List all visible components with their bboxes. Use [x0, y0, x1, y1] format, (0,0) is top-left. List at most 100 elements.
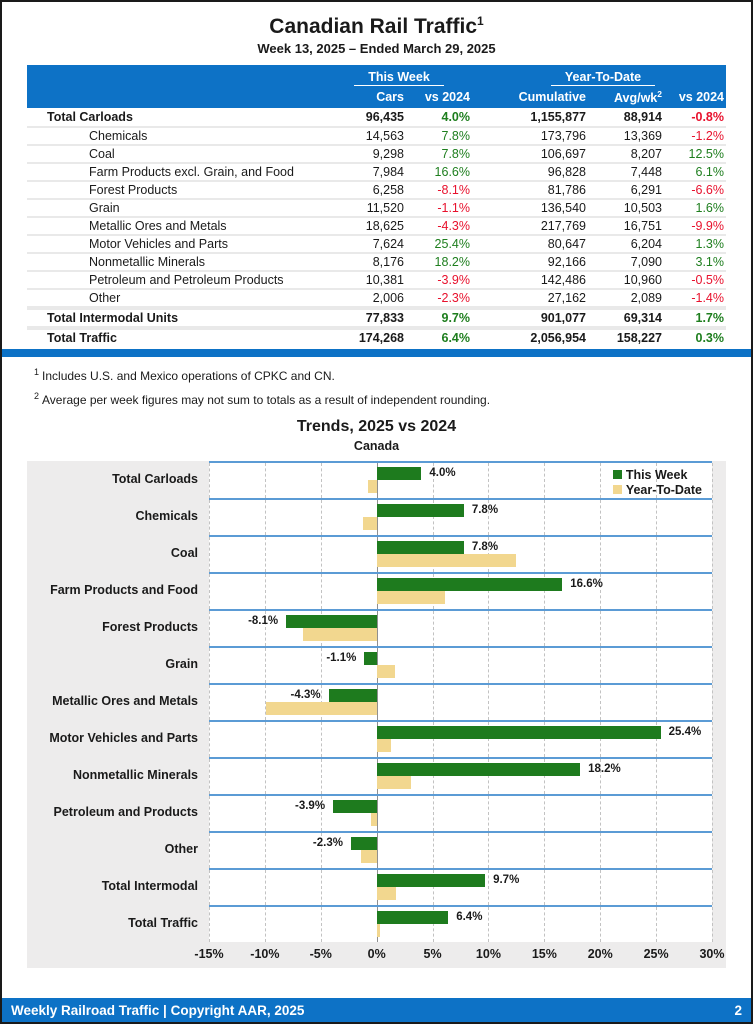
- column-header-ytd-vs2024: vs 2024: [678, 90, 724, 104]
- chart-gridline: [432, 648, 434, 683]
- cell-cumulative: 136,540: [540, 201, 586, 215]
- table-row: Total Intermodal Units 77,833 9.7% 901,077 6…: [27, 306, 726, 326]
- cell-cars: 8,176: [372, 255, 404, 269]
- chart-band: Total Carloads 4.0% This Week Year-To-Date: [27, 461, 726, 498]
- row-label: Total Traffic: [47, 331, 117, 345]
- group-header-ytd: Year-To-Date: [476, 70, 730, 86]
- chart-band-plot: 16.6%: [209, 572, 713, 609]
- chart-gridline: [544, 833, 546, 868]
- page-footer: Weekly Railroad Traffic | Copyright AAR,…: [2, 998, 751, 1022]
- cell-avgwk: 6,291: [630, 183, 662, 197]
- cell-vs2024: 4.0%: [441, 110, 471, 124]
- chart-gridline: [600, 537, 602, 572]
- table-row: Coal 9,298 7.8% 106,697 8,207 12.5%: [27, 144, 726, 162]
- group-header-this-week-label: This Week: [354, 70, 444, 86]
- chart-band-plot: 7.8%: [209, 498, 713, 535]
- chart-gridline: [209, 463, 210, 498]
- chart-gridline: [432, 833, 434, 868]
- chart-gridline: [544, 648, 546, 683]
- chart-gridline: [600, 907, 602, 942]
- chart-gridline: [656, 759, 658, 794]
- column-header-cars: Cars: [376, 90, 404, 104]
- chart-category-label: Total Intermodal: [101, 879, 198, 893]
- row-label: Motor Vehicles and Parts: [89, 237, 228, 251]
- chart-gridline: [656, 907, 658, 942]
- bar-value-label: -3.9%: [295, 800, 326, 812]
- chart-gridline: [320, 500, 322, 535]
- row-label: Farm Products excl. Grain, and Food: [89, 165, 294, 179]
- chart-gridline: [432, 722, 434, 757]
- table-row: Other 2,006 -2.3% 27,162 2,089 -1.4%: [27, 288, 726, 306]
- chart-gridline: [712, 870, 713, 905]
- cell-cars: 9,298: [372, 147, 404, 161]
- row-label: Petroleum and Petroleum Products: [89, 273, 284, 287]
- cell-vs2024: -2.3%: [437, 291, 470, 305]
- chart-band: Coal 7.8%: [27, 535, 726, 572]
- chart-band-plot: -3.9%: [209, 794, 713, 831]
- row-label: Metallic Ores and Metals: [89, 219, 227, 233]
- chart-band-plot: 18.2%: [209, 757, 713, 794]
- cell-cars: 77,833: [365, 311, 404, 325]
- chart-subtitle: Canada: [353, 439, 400, 453]
- cell-cumulative: 106,697: [540, 147, 586, 161]
- chart-gridline: [712, 648, 713, 683]
- column-header-vs2024: vs 2024: [424, 90, 470, 104]
- chart-gridline: [209, 870, 210, 905]
- cell-vs2024: -4.3%: [437, 219, 470, 233]
- chart-band: Petroleum and Products -3.9%: [27, 794, 726, 831]
- row-label: Total Carloads: [47, 110, 133, 124]
- chart-gridline: [600, 796, 602, 831]
- chart-gridline: [600, 611, 602, 646]
- bar-year-to-date: [367, 480, 377, 493]
- chart-band-plot: -4.3%: [209, 683, 713, 720]
- chart-category-label: Farm Products and Food: [50, 583, 198, 597]
- cell-vs2024: -3.9%: [437, 273, 470, 287]
- chart-gridline: [264, 685, 266, 720]
- page-title-text: Canadian Rail Traffic: [269, 15, 478, 38]
- cell-avgwk: 7,090: [630, 255, 662, 269]
- chart-legend: This Week Year-To-Date: [612, 467, 702, 497]
- legend-label: This Week: [625, 467, 688, 482]
- chart-gridline: [432, 759, 434, 794]
- column-header-cumulative: Cumulative: [518, 90, 586, 104]
- table-row: Chemicals 14,563 7.8% 173,796 13,369 -1.2%: [27, 126, 726, 144]
- x-tick-label: -15%: [194, 947, 224, 961]
- chart-gridline: [488, 463, 490, 498]
- trends-bar-chart: Total Carloads 4.0% This Week Year-To-Date C…: [27, 461, 726, 968]
- chart-gridline: [544, 759, 546, 794]
- chart-x-axis: -15% -10% -5% 0% 5% 10% 15% 20% 25% 30%: [27, 942, 726, 968]
- chart-band-plot: 9.7%: [209, 868, 713, 905]
- legend-swatch-year-to-date: [612, 485, 622, 494]
- cell-ytd-vs2024: -1.2%: [691, 129, 724, 143]
- table-row: Petroleum and Petroleum Products 10,381 -3…: [27, 270, 726, 288]
- chart-gridline: [264, 463, 266, 498]
- chart-gridline: [712, 759, 713, 794]
- chart-gridline: [488, 648, 490, 683]
- bar-year-to-date: [376, 665, 395, 678]
- chart-category-label: Coal: [170, 546, 198, 560]
- bar-value-label: 7.8%: [471, 541, 499, 553]
- chart-gridline: [544, 722, 546, 757]
- chart-gridline: [656, 722, 658, 757]
- chart-gridline: [209, 500, 210, 535]
- bar-this-week: [376, 541, 464, 554]
- table-header: This Week Year-To-Date Cars vs 2024 Cumu…: [27, 65, 726, 108]
- bar-value-label: -8.1%: [248, 615, 279, 627]
- chart-category-label: Total Carloads: [112, 472, 198, 486]
- cell-cars: 174,268: [358, 331, 404, 345]
- footnote-1: 1 Includes U.S. and Mexico operations of …: [34, 364, 751, 384]
- chart-category-label: Motor Vehicles and Parts: [49, 731, 198, 745]
- chart-gridline: [656, 796, 658, 831]
- bar-this-week: [376, 578, 563, 591]
- cell-cars: 6,258: [372, 183, 404, 197]
- chart-gridline: [264, 574, 266, 609]
- bar-this-week: [350, 837, 377, 850]
- cell-avgwk: 88,914: [623, 110, 662, 124]
- cell-cars: 7,624: [372, 237, 404, 251]
- chart-band-plot: 25.4%: [209, 720, 713, 757]
- chart-category-label: Total Traffic: [128, 916, 198, 930]
- chart-gridline: [209, 648, 210, 683]
- chart-gridline: [600, 759, 602, 794]
- page-title-footnote-marker: 1: [477, 14, 484, 28]
- row-label: Chemicals: [89, 129, 148, 143]
